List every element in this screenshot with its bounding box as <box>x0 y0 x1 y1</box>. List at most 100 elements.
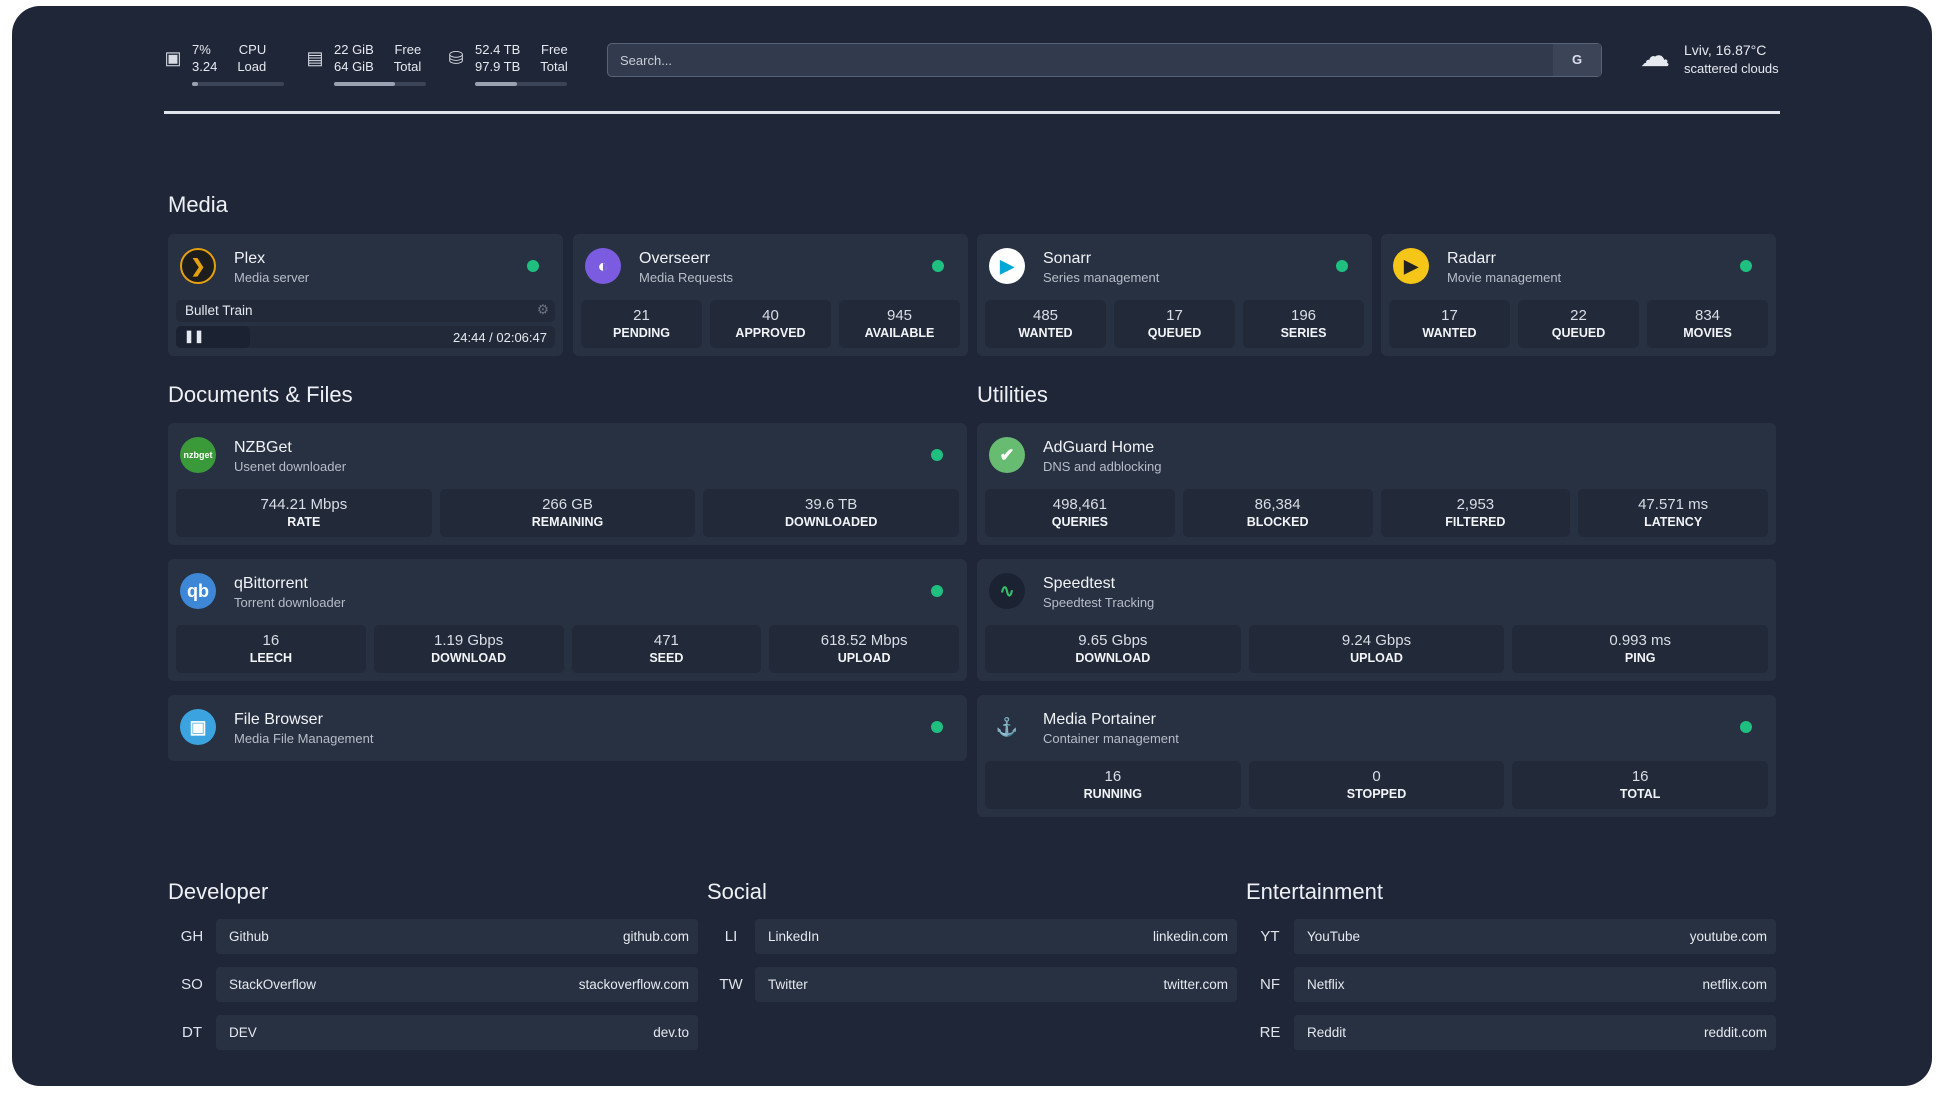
stats: 9.65 Gbps DOWNLOAD 9.24 Gbps UPLOAD 0.993 ms… <box>985 625 1769 673</box>
stats: 498,461 QUERIES 86,384 BLOCKED 2,953 FILTERED… <box>985 489 1768 537</box>
playback-bar[interactable]: ❚❚ 24:44 / 02:06:47 <box>176 326 555 348</box>
status-dot <box>527 260 539 272</box>
sonarr-icon: ▶ <box>989 248 1025 284</box>
stat-downloaded: 39.6 TB DOWNLOADED <box>703 489 960 537</box>
stat-label: SERIES <box>1280 326 1327 340</box>
nzbget-icon: nzbget <box>180 437 216 473</box>
bookmark-github[interactable]: GH Github github.com <box>168 919 698 954</box>
disk-icon: ⛁ <box>448 48 464 68</box>
section-media: Media <box>168 192 228 217</box>
stat-value: 40 <box>762 307 779 324</box>
bookmark-abbr: RE <box>1259 1024 1281 1041</box>
total-label: Total <box>393 59 422 74</box>
service-desc: Usenet downloader <box>234 459 347 474</box>
disk-total: 97.9 TB <box>475 59 521 74</box>
stats: 21 PENDING 40 APPROVED 945 AVAILABLE <box>581 300 960 348</box>
stats: 16 LEECH 1.19 Gbps DOWNLOAD 471 SEED 618.52 Mb… <box>176 625 959 673</box>
bookmark-abbr: GH <box>180 928 204 945</box>
stat-value: 16 <box>262 632 280 649</box>
stat-approved: 40 APPROVED <box>710 300 831 348</box>
stat-wanted: 485 WANTED <box>985 300 1106 348</box>
stats: 17 WANTED 22 QUEUED 834 MOVIES <box>1389 300 1768 348</box>
plex-card[interactable]: ❯ Plex Media server Bullet Train ⚙ ❚❚ 24… <box>168 234 563 356</box>
service-name: AdGuard Home <box>1043 439 1155 456</box>
stat-value: 1.19 Gbps <box>434 632 504 649</box>
bookmark-abbr: SO <box>181 976 203 993</box>
disk-widget: ⛁ 52.4 TB Free 97.9 TB Total <box>445 42 568 86</box>
stat-value: 0.993 ms <box>1609 632 1672 649</box>
portainer-card[interactable]: ⚓ Media Portainer Container management 1… <box>977 695 1776 817</box>
stat-value: 618.52 Mbps <box>820 632 908 649</box>
stat-movies: 834 MOVIES <box>1647 300 1768 348</box>
bookmark-name: Github <box>229 929 269 944</box>
bookmark-netflix[interactable]: NF Netflix netflix.com <box>1246 967 1776 1002</box>
stat-value: 744.21 Mbps <box>260 496 348 513</box>
load-label: Load <box>237 59 267 74</box>
stat-label: RUNNING <box>1083 787 1142 801</box>
filebrowser-card[interactable]: ▣ File Browser Media File Management <box>168 695 967 761</box>
stat-queued: 22 QUEUED <box>1518 300 1639 348</box>
bookmark-dev[interactable]: DT DEV dev.to <box>168 1015 698 1050</box>
cloud-icon: ☁ <box>1640 40 1670 73</box>
status-dot <box>1740 721 1752 733</box>
sonarr-card[interactable]: ▶ Sonarr Series management 485 WANTED 17 QU… <box>977 234 1372 356</box>
stat-filtered: 2,953 FILTERED <box>1380 489 1571 537</box>
stat-value: 485 <box>1032 307 1059 324</box>
stat-stopped: 0 STOPPED <box>1248 761 1505 809</box>
memory-total: 64 GiB <box>334 59 374 74</box>
service-desc: Media server <box>234 270 310 285</box>
stat-label: APPROVED <box>735 326 806 340</box>
playback-progress <box>176 326 250 348</box>
bookmark-abbr: DT <box>182 1024 202 1041</box>
nzbget-card[interactable]: nzbget NZBGet Usenet downloader 744.21 M… <box>168 423 967 545</box>
settings-icon[interactable]: ⚙ <box>536 302 549 317</box>
total-label: Total <box>540 59 568 74</box>
status-dot <box>932 260 944 272</box>
stat-label: WANTED <box>1018 326 1073 340</box>
now-playing-title: Bullet Train <box>185 303 253 318</box>
adguard-card[interactable]: ✔ AdGuard Home DNS and adblocking 498,46… <box>977 423 1776 545</box>
stat-label: UPLOAD <box>837 651 891 665</box>
bookmark-stackoverflow[interactable]: SO StackOverflow stackoverflow.com <box>168 967 698 1002</box>
bookmark-abbr: LI <box>724 928 738 945</box>
free-label: Free <box>394 42 422 57</box>
memory-icon: ▤ <box>306 48 324 68</box>
memory-widget: ▤ 22 GiB Free 64 GiB Total <box>304 42 426 86</box>
stat-value: 22 <box>1570 307 1587 324</box>
bookmark-youtube[interactable]: YT YouTube youtube.com <box>1246 919 1776 954</box>
service-desc: Media File Management <box>234 731 374 746</box>
pause-icon[interactable]: ❚❚ <box>184 329 205 343</box>
stat-label: PING <box>1624 651 1656 665</box>
stat-label: DOWNLOADED <box>785 515 878 529</box>
stat-label: MOVIES <box>1683 326 1732 340</box>
stat-queries: 498,461 QUERIES <box>985 489 1175 537</box>
bookmark-twitter[interactable]: TW Twitter twitter.com <box>707 967 1237 1002</box>
status-dot <box>931 721 943 733</box>
radarr-card[interactable]: ▶ Radarr Movie management 17 WANTED 22 QUEU… <box>1381 234 1776 356</box>
overseerr-card[interactable]: ◐ Overseerr Media Requests 21 PENDING 40 AP… <box>573 234 968 356</box>
stat-value: 16 <box>1104 768 1122 785</box>
portainer-icon: ⚓ <box>989 709 1025 745</box>
status-dot <box>1740 260 1752 272</box>
section-social: Social <box>707 879 767 904</box>
bookmark-linkedin[interactable]: LI LinkedIn linkedin.com <box>707 919 1237 954</box>
service-desc: Series management <box>1043 270 1160 285</box>
stats: 16 RUNNING 0 STOPPED 16 TOTAL <box>985 761 1769 809</box>
bookmark-reddit[interactable]: RE Reddit reddit.com <box>1246 1015 1776 1050</box>
search-input[interactable]: Search... G <box>607 43 1602 77</box>
stat-label: BLOCKED <box>1246 515 1309 529</box>
stat-label: UPLOAD <box>1350 651 1403 665</box>
service-name: NZBGet <box>234 439 292 456</box>
stat-label: WANTED <box>1422 326 1477 340</box>
stat-label: AVAILABLE <box>864 326 935 340</box>
google-search-button[interactable]: G <box>1553 44 1601 76</box>
stat-available: 945 AVAILABLE <box>839 300 960 348</box>
stat-label: LEECH <box>249 651 293 665</box>
plex-icon: ❯ <box>180 248 216 284</box>
divider <box>164 111 1780 114</box>
service-name: Radarr <box>1447 250 1496 267</box>
stat-value: 9.24 Gbps <box>1341 632 1412 649</box>
speedtest-card[interactable]: ∿ Speedtest Speedtest Tracking 9.65 Gbps… <box>977 559 1776 681</box>
qbittorrent-card[interactable]: qb qBittorrent Torrent downloader 16 LEEC… <box>168 559 967 681</box>
service-desc: Movie management <box>1447 270 1562 285</box>
